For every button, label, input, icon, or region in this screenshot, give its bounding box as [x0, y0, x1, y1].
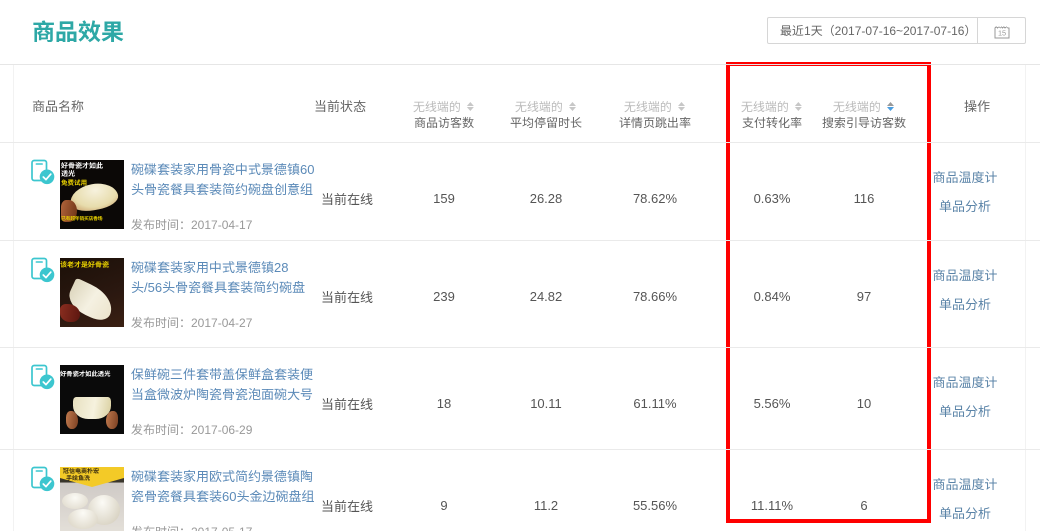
svg-text:15: 15	[997, 28, 1005, 37]
